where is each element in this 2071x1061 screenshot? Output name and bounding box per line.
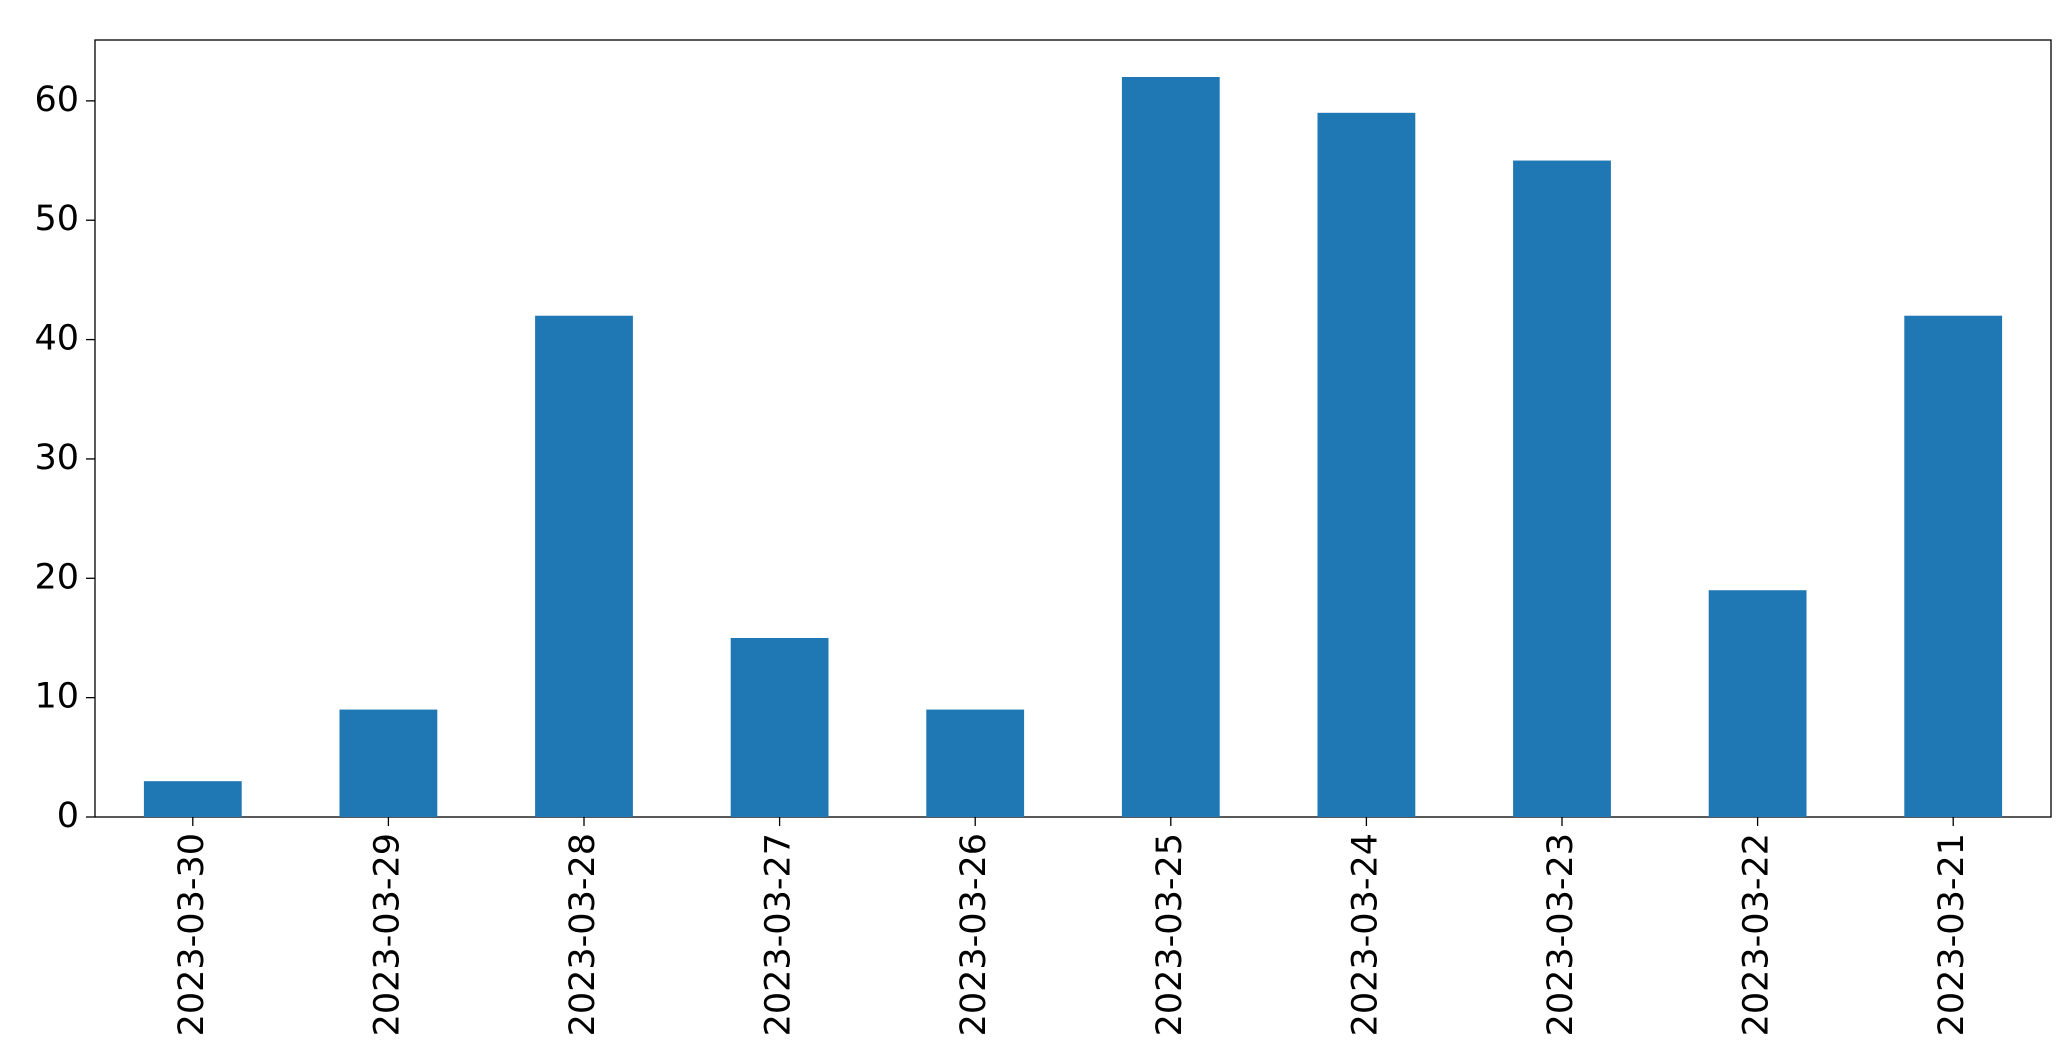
x-tick-label: 2023-03-24 — [1345, 833, 1385, 1036]
bar — [1513, 160, 1611, 817]
bar — [535, 315, 633, 817]
bar — [926, 709, 1025, 817]
bar — [143, 781, 242, 817]
y-tick-label: 20 — [34, 557, 79, 597]
bar — [1121, 77, 1220, 817]
x-tick-label: 2023-03-23 — [1541, 833, 1581, 1036]
x-tick-label: 2023-03-21 — [1932, 833, 1972, 1036]
y-tick-label: 50 — [34, 199, 79, 239]
y-tick-label: 60 — [34, 80, 79, 120]
x-tick-label: 2023-03-28 — [563, 833, 603, 1036]
x-tick-label: 2023-03-27 — [759, 833, 799, 1036]
x-tick-label: 2023-03-25 — [1150, 833, 1190, 1036]
x-tick-label: 2023-03-26 — [954, 833, 994, 1036]
y-tick-label: 40 — [34, 319, 79, 359]
bar — [1904, 315, 2003, 817]
y-tick-label: 30 — [34, 438, 79, 478]
bar — [1708, 590, 1807, 817]
bar — [730, 637, 829, 817]
y-tick-label: 0 — [57, 796, 79, 836]
x-tick-label: 2023-03-22 — [1737, 833, 1777, 1036]
y-tick-label: 10 — [34, 677, 79, 717]
x-tick-label: 2023-03-30 — [172, 833, 212, 1036]
bar — [339, 709, 438, 817]
axes-frame — [94, 39, 2052, 818]
bar — [1317, 112, 1416, 817]
x-tick-label: 2023-03-29 — [367, 833, 407, 1036]
